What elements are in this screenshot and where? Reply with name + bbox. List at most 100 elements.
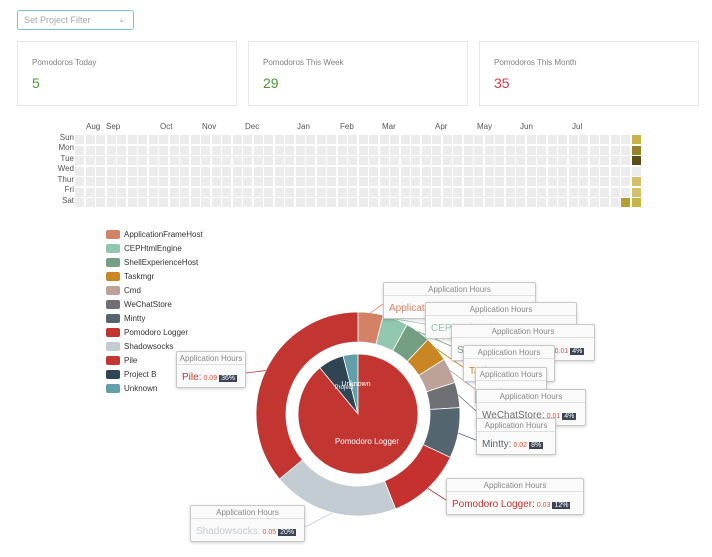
heatmap-cell[interactable] bbox=[285, 177, 294, 186]
heatmap-cell[interactable] bbox=[117, 198, 126, 207]
heatmap-cell[interactable] bbox=[526, 166, 536, 176]
heatmap-cell[interactable] bbox=[484, 187, 494, 197]
heatmap-cell[interactable] bbox=[463, 177, 473, 186]
heatmap-cell[interactable] bbox=[106, 166, 116, 176]
heatmap-cell[interactable] bbox=[432, 177, 441, 186]
heatmap-cell[interactable] bbox=[138, 198, 147, 207]
heatmap-cell[interactable] bbox=[411, 177, 420, 186]
heatmap-cell[interactable] bbox=[463, 198, 473, 207]
heatmap-cell[interactable] bbox=[453, 198, 462, 207]
heatmap-cell[interactable] bbox=[526, 177, 536, 186]
heatmap-cell[interactable] bbox=[232, 145, 242, 155]
heatmap-cell[interactable] bbox=[117, 177, 126, 186]
heatmap-cell[interactable] bbox=[169, 156, 179, 165]
heatmap-cell[interactable] bbox=[138, 145, 147, 155]
heatmap-cell[interactable] bbox=[337, 156, 347, 165]
heatmap-cell[interactable] bbox=[85, 156, 95, 165]
heatmap-cell[interactable] bbox=[474, 177, 483, 186]
heatmap-cell[interactable] bbox=[526, 156, 536, 165]
heatmap-cell[interactable] bbox=[442, 145, 452, 155]
heatmap-cell[interactable] bbox=[600, 145, 609, 155]
heatmap-cell[interactable] bbox=[148, 166, 158, 176]
heatmap-cell[interactable] bbox=[138, 166, 147, 176]
heatmap-cell[interactable] bbox=[127, 156, 137, 165]
heatmap-cell[interactable] bbox=[610, 177, 620, 186]
heatmap-cell[interactable] bbox=[190, 135, 200, 144]
heatmap-cell[interactable] bbox=[253, 187, 263, 197]
heatmap-cell[interactable] bbox=[127, 198, 137, 207]
heatmap-cell[interactable] bbox=[463, 187, 473, 197]
heatmap-cell[interactable] bbox=[327, 166, 336, 176]
heatmap-cell[interactable] bbox=[306, 145, 315, 155]
heatmap-cell[interactable] bbox=[600, 135, 609, 144]
heatmap-cell[interactable] bbox=[159, 187, 168, 197]
heatmap-cell[interactable] bbox=[96, 135, 105, 144]
heatmap-cell[interactable] bbox=[537, 145, 546, 155]
heatmap-cell[interactable] bbox=[589, 166, 599, 176]
heatmap-cell[interactable] bbox=[558, 198, 567, 207]
heatmap-cell[interactable] bbox=[274, 166, 284, 176]
heatmap-cell[interactable] bbox=[631, 198, 641, 207]
heatmap-cell[interactable] bbox=[579, 198, 588, 207]
heatmap-cell[interactable] bbox=[96, 198, 105, 207]
heatmap-cell[interactable] bbox=[421, 166, 431, 176]
heatmap-cell[interactable] bbox=[295, 166, 305, 176]
heatmap-cell[interactable] bbox=[285, 187, 294, 197]
heatmap-cell[interactable] bbox=[453, 166, 462, 176]
heatmap-cell[interactable] bbox=[369, 145, 378, 155]
heatmap-cell[interactable] bbox=[85, 198, 95, 207]
heatmap-cell[interactable] bbox=[243, 198, 252, 207]
heatmap-cell[interactable] bbox=[568, 156, 578, 165]
heatmap-cell[interactable] bbox=[484, 177, 494, 186]
heatmap-cell[interactable] bbox=[390, 166, 399, 176]
heatmap-cell[interactable] bbox=[232, 177, 242, 186]
heatmap-cell[interactable] bbox=[411, 145, 420, 155]
heatmap-cell[interactable] bbox=[505, 156, 515, 165]
heatmap-cell[interactable] bbox=[169, 187, 179, 197]
heatmap-cell[interactable] bbox=[117, 166, 126, 176]
heatmap-cell[interactable] bbox=[117, 145, 126, 155]
heatmap-cell[interactable] bbox=[411, 135, 420, 144]
heatmap-cell[interactable] bbox=[390, 177, 399, 186]
heatmap-cell[interactable] bbox=[421, 135, 431, 144]
heatmap-cell[interactable] bbox=[306, 135, 315, 144]
heatmap-cell[interactable] bbox=[106, 177, 116, 186]
heatmap-cell[interactable] bbox=[558, 187, 567, 197]
heatmap-cell[interactable] bbox=[589, 145, 599, 155]
heatmap-cell[interactable] bbox=[474, 187, 483, 197]
heatmap-cell[interactable] bbox=[610, 145, 620, 155]
heatmap-cell[interactable] bbox=[453, 135, 462, 144]
heatmap-cell[interactable] bbox=[75, 187, 84, 197]
heatmap-cell[interactable] bbox=[379, 145, 389, 155]
heatmap-cell[interactable] bbox=[106, 198, 116, 207]
heatmap-cell[interactable] bbox=[421, 156, 431, 165]
heatmap-cell[interactable] bbox=[159, 135, 168, 144]
heatmap-cell[interactable] bbox=[117, 135, 126, 144]
heatmap-cell[interactable] bbox=[85, 187, 95, 197]
heatmap-cell[interactable] bbox=[547, 156, 557, 165]
heatmap-cell[interactable] bbox=[264, 156, 273, 165]
heatmap-cell[interactable] bbox=[610, 166, 620, 176]
heatmap-cell[interactable] bbox=[327, 145, 336, 155]
heatmap-cell[interactable] bbox=[579, 156, 588, 165]
heatmap-cell[interactable] bbox=[421, 145, 431, 155]
project-filter-select[interactable]: Set Project Filter ⌄ bbox=[17, 10, 134, 30]
heatmap-cell[interactable] bbox=[474, 166, 483, 176]
heatmap-cell[interactable] bbox=[358, 135, 368, 144]
heatmap-cell[interactable] bbox=[253, 177, 263, 186]
heatmap-cell[interactable] bbox=[316, 166, 326, 176]
heatmap-cell[interactable] bbox=[600, 156, 609, 165]
heatmap-cell[interactable] bbox=[537, 177, 546, 186]
heatmap-cell[interactable] bbox=[432, 166, 441, 176]
heatmap-cell[interactable] bbox=[180, 156, 189, 165]
heatmap-cell[interactable] bbox=[348, 135, 357, 144]
heatmap-cell[interactable] bbox=[505, 135, 515, 144]
outer-ring-slice[interactable] bbox=[255, 311, 359, 480]
heatmap-cell[interactable] bbox=[442, 166, 452, 176]
heatmap-cell[interactable] bbox=[348, 145, 357, 155]
heatmap-cell[interactable] bbox=[253, 156, 263, 165]
heatmap-cell[interactable] bbox=[295, 187, 305, 197]
heatmap-cell[interactable] bbox=[442, 177, 452, 186]
heatmap-cell[interactable] bbox=[295, 156, 305, 165]
heatmap-cell[interactable] bbox=[421, 177, 431, 186]
